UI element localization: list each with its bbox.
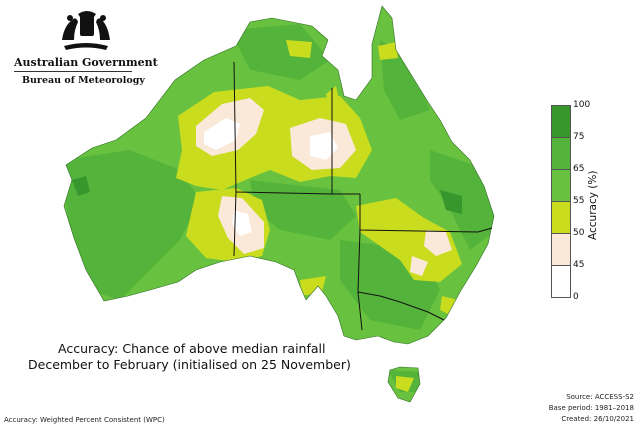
metric-note: Accuracy: Weighted Percent Consistent (W… [4,416,165,424]
qld-nsw-border [359,194,493,233]
title-line-1: Accuracy: Chance of above median rainfal… [58,341,326,356]
legend-axis-label: Accuracy (%) [587,170,599,240]
metadata-block: Source: ACCESS-S2 Base period: 1981–2018… [549,392,634,425]
state-borders [233,61,493,331]
source-text: Source: ACCESS-S2 [566,393,634,401]
bureau-name: Bureau of Meteorology [22,75,145,86]
legend-band-55-65 [551,169,571,202]
title-line-2: December to February (initialised on 25 … [28,357,351,372]
header-divider [14,71,132,72]
coat-of-arms-icon [62,11,110,50]
legend-tick: 45 [573,260,585,270]
legend-tick: 65 [573,164,585,174]
tasmania-coastline [387,366,421,403]
map-title: Accuracy: Chance of above median rainfal… [28,341,351,373]
government-name: Australian Government [14,56,158,69]
mainland-coastline [63,5,495,345]
legend-band-75-100 [551,105,571,138]
legend-colorbar [551,105,571,298]
wa-sa-border [233,191,237,257]
wa-nt-border [233,61,237,193]
legend-band-0-45 [551,265,571,298]
base-period-text: Base period: 1981–2018 [548,404,634,412]
legend-tick: 50 [573,228,585,238]
legend-tick: 75 [573,132,585,142]
legend-band-50-55 [551,201,571,234]
legend-tick: 55 [573,196,585,206]
legend-tick: 0 [573,292,579,302]
nsw-vic-border [357,291,445,321]
legend-band-65-75 [551,137,571,170]
legend-band-45-50 [551,233,571,266]
legend-tick: 100 [573,100,591,110]
created-text: Created: 26/10/2021 [561,415,634,423]
